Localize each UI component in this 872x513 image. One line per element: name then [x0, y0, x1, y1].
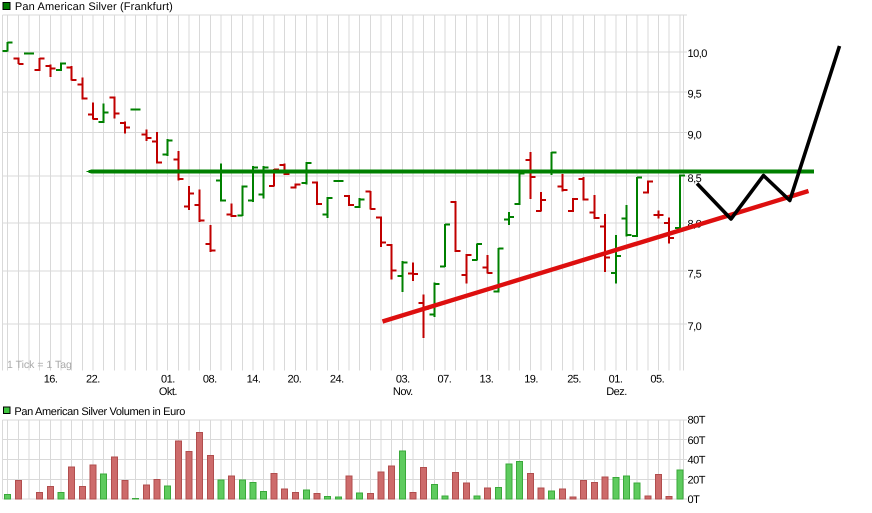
- svg-text:7,5: 7,5: [688, 269, 702, 281]
- svg-text:25.: 25.: [567, 374, 581, 386]
- svg-text:24.: 24.: [330, 374, 344, 386]
- svg-text:03.: 03.: [396, 374, 410, 386]
- svg-text:Pan American Silver (Frankfurt: Pan American Silver (Frankfurt): [15, 1, 173, 13]
- svg-text:Dez.: Dez.: [606, 386, 627, 398]
- svg-text:20T: 20T: [688, 475, 706, 487]
- svg-text:07.: 07.: [438, 374, 452, 386]
- svg-text:22.: 22.: [86, 374, 100, 386]
- svg-text:01.: 01.: [609, 374, 623, 386]
- svg-text:05.: 05.: [650, 374, 664, 386]
- svg-text:13.: 13.: [480, 374, 494, 386]
- svg-text:10,0: 10,0: [688, 48, 708, 60]
- svg-text:01.: 01.: [161, 374, 175, 386]
- svg-text:8,5: 8,5: [688, 173, 702, 185]
- svg-text:16.: 16.: [44, 374, 58, 386]
- svg-text:1 Tick = 1 Tag: 1 Tick = 1 Tag: [7, 359, 72, 371]
- svg-text:7,0: 7,0: [688, 321, 702, 333]
- svg-text:08.: 08.: [203, 374, 217, 386]
- svg-text:Pan American Silver Volumen in: Pan American Silver Volumen in Euro: [14, 406, 185, 418]
- svg-text:Okt.: Okt.: [159, 386, 178, 398]
- svg-text:80T: 80T: [688, 415, 706, 427]
- svg-text:20.: 20.: [288, 374, 302, 386]
- svg-text:9,5: 9,5: [688, 89, 702, 101]
- svg-text:19.: 19.: [524, 374, 538, 386]
- svg-text:40T: 40T: [688, 455, 706, 467]
- svg-text:9,0: 9,0: [688, 130, 702, 142]
- svg-text:60T: 60T: [688, 435, 706, 447]
- svg-text:14.: 14.: [247, 374, 261, 386]
- svg-text:0T: 0T: [688, 494, 701, 506]
- svg-text:Nov.: Nov.: [393, 386, 413, 398]
